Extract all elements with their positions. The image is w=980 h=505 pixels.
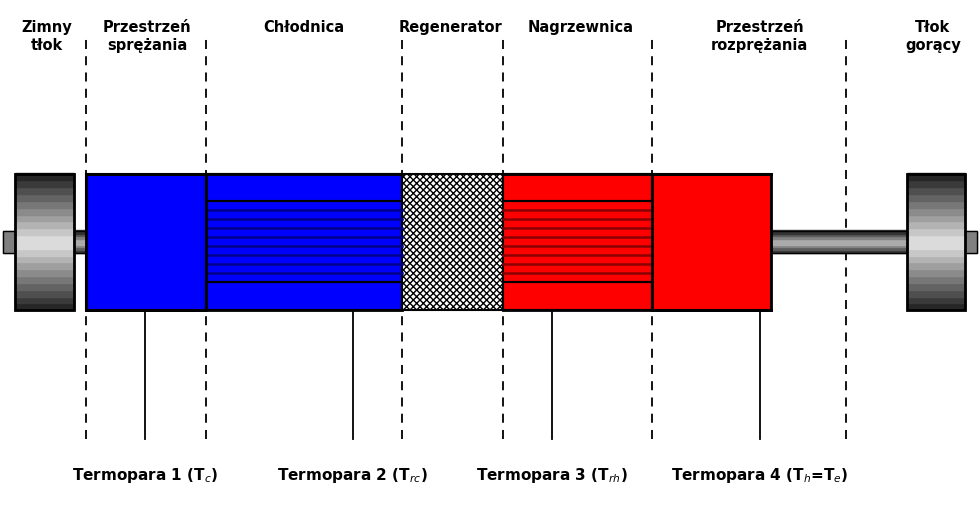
Bar — [74, 236, 86, 240]
Bar — [3, 231, 15, 254]
Bar — [906, 235, 965, 242]
Bar — [74, 245, 86, 248]
Bar — [15, 296, 74, 304]
Bar — [74, 233, 86, 237]
Bar — [15, 235, 74, 242]
Bar — [771, 236, 906, 240]
Bar — [74, 239, 86, 242]
Bar — [906, 283, 965, 290]
Bar — [906, 303, 965, 311]
Text: Przestrzeń
sprężania: Przestrzeń sprężania — [103, 20, 191, 53]
Bar — [906, 242, 965, 249]
Bar — [906, 174, 965, 181]
Bar — [906, 215, 965, 222]
Bar — [74, 231, 86, 234]
Bar — [906, 262, 965, 270]
Bar — [906, 194, 965, 201]
Bar — [503, 283, 652, 311]
Bar — [906, 228, 965, 235]
Bar — [652, 174, 771, 311]
Text: Nagrzewnica: Nagrzewnica — [527, 20, 633, 35]
Text: Chłodnica: Chłodnica — [264, 20, 344, 35]
Bar — [652, 174, 771, 311]
Bar — [906, 296, 965, 304]
Bar — [15, 180, 74, 188]
Bar — [206, 283, 402, 311]
Bar — [771, 245, 906, 248]
Bar — [906, 249, 965, 256]
Bar — [965, 231, 977, 254]
Bar — [906, 289, 965, 297]
Text: Termopara 3 (T$_{rh}$): Termopara 3 (T$_{rh}$) — [476, 465, 627, 484]
Bar — [503, 174, 652, 202]
Bar — [503, 174, 652, 202]
Bar — [771, 250, 906, 254]
Text: Termopara 4 (T$_h$=T$_e$): Termopara 4 (T$_h$=T$_e$) — [670, 465, 849, 484]
Bar — [206, 283, 402, 311]
Bar — [15, 174, 74, 311]
Bar — [15, 242, 74, 249]
Bar — [15, 201, 74, 208]
Bar — [402, 174, 503, 311]
Bar — [15, 269, 74, 277]
Bar — [906, 256, 965, 263]
Bar — [15, 187, 74, 194]
Bar — [906, 221, 965, 229]
Bar — [74, 231, 86, 254]
Bar — [15, 289, 74, 297]
Bar — [3, 231, 15, 254]
Bar — [503, 202, 652, 283]
Bar — [15, 256, 74, 263]
Bar — [15, 276, 74, 283]
Bar — [15, 208, 74, 215]
Bar — [86, 174, 206, 311]
Bar — [15, 194, 74, 201]
Bar — [771, 239, 906, 242]
Bar — [771, 231, 906, 234]
Bar — [15, 262, 74, 270]
Bar — [206, 174, 402, 202]
Bar — [906, 180, 965, 188]
Bar — [771, 231, 906, 254]
Bar — [74, 250, 86, 254]
Text: Regenerator: Regenerator — [399, 20, 503, 35]
Bar — [771, 242, 906, 245]
Bar — [906, 208, 965, 215]
Text: Tłok
gorący: Tłok gorący — [906, 20, 960, 53]
Bar — [86, 174, 206, 311]
Bar — [74, 242, 86, 245]
Bar — [15, 215, 74, 222]
Bar — [15, 249, 74, 256]
Bar — [15, 303, 74, 311]
Bar — [771, 247, 906, 251]
Bar — [906, 276, 965, 283]
Bar — [906, 201, 965, 208]
Bar — [15, 174, 74, 181]
Text: Przestrzeń
rozprężania: Przestrzeń rozprężania — [710, 20, 808, 53]
Bar — [771, 233, 906, 237]
Bar — [503, 283, 652, 311]
Bar — [206, 174, 402, 202]
Bar — [906, 187, 965, 194]
Bar — [906, 269, 965, 277]
Bar — [15, 228, 74, 235]
Bar — [965, 231, 977, 254]
Bar — [15, 283, 74, 290]
Bar — [906, 174, 965, 311]
Text: Termopara 2 (T$_{rc}$): Termopara 2 (T$_{rc}$) — [277, 465, 428, 484]
Bar — [74, 247, 86, 251]
Text: Zimny
tłok: Zimny tłok — [22, 20, 73, 53]
Bar — [15, 221, 74, 229]
Bar — [206, 202, 402, 283]
Text: Termopara 1 (T$_c$): Termopara 1 (T$_c$) — [72, 465, 219, 484]
